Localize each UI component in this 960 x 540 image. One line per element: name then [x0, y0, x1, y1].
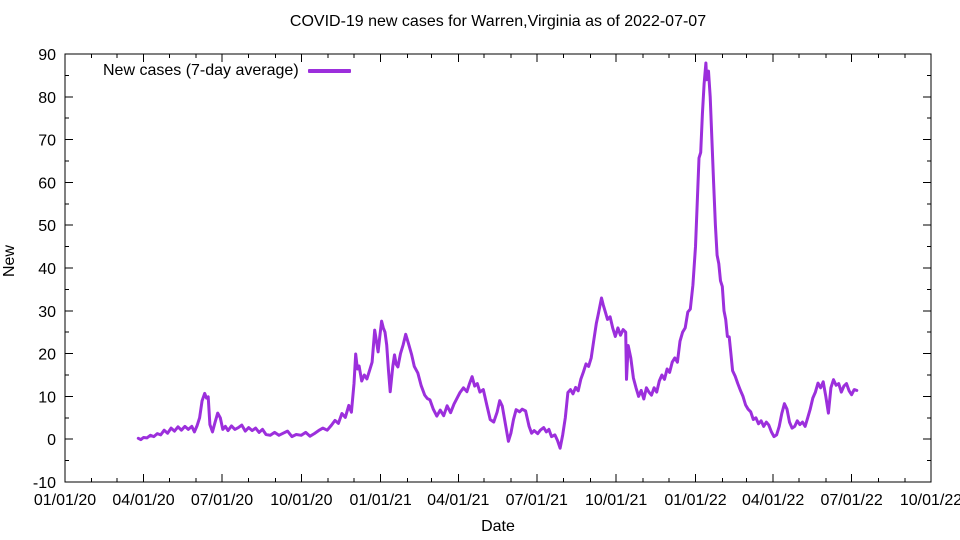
chart-title: COVID-19 new cases for Warren,Virginia a…	[289, 13, 707, 30]
y-axis-label: New	[1, 245, 18, 278]
x-tick-label: 07/01/21	[506, 492, 568, 509]
y-tick-label: 30	[38, 304, 56, 321]
x-tick-label: 10/01/20	[270, 492, 332, 509]
y-tick-label: 90	[38, 47, 56, 64]
plot-border	[64, 53, 932, 483]
y-tick-label: 80	[38, 90, 56, 107]
y-tick-label: 20	[38, 347, 56, 364]
y-tick-label: 50	[38, 218, 56, 235]
x-tick-label: 07/01/22	[821, 492, 883, 509]
y-tick-label: 40	[38, 261, 56, 278]
x-tick-label: 01/01/22	[664, 492, 726, 509]
x-axis-label: Date	[481, 518, 515, 535]
x-tick-label: 01/01/21	[350, 492, 412, 509]
x-tick-label: 10/01/21	[585, 492, 647, 509]
x-tick-label: 01/01/20	[34, 492, 96, 509]
series-line	[136, 61, 859, 450]
x-tick-label: 04/01/20	[112, 492, 174, 509]
x-tick-label: 10/01/22	[900, 492, 960, 509]
legend: New cases (7-day average)	[103, 62, 351, 80]
x-tick-label: 04/01/21	[427, 492, 489, 509]
legend-line-swatch	[307, 69, 351, 73]
x-tick-label: 04/01/22	[742, 492, 804, 509]
y-tick-label: 10	[38, 389, 56, 406]
y-tick-label: -10	[33, 475, 56, 492]
y-tick-label: 70	[38, 133, 56, 150]
legend-label: New cases (7-day average)	[103, 62, 299, 79]
x-tick-label: 07/01/20	[191, 492, 253, 509]
y-tick-label: 60	[38, 175, 56, 192]
y-tick-label: 0	[47, 432, 56, 449]
